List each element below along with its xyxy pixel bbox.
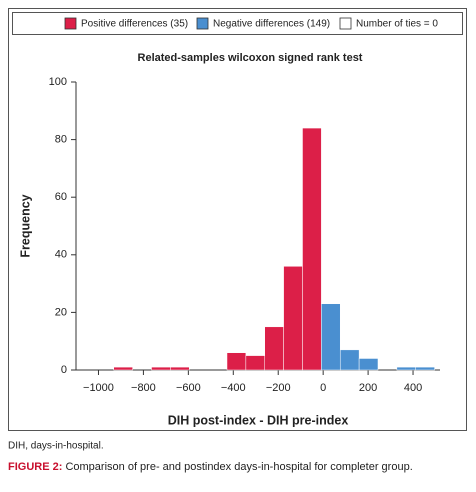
bar bbox=[302, 127, 322, 371]
legend-swatch bbox=[339, 17, 352, 30]
bar bbox=[264, 326, 284, 371]
y-tick-label: 0 bbox=[61, 364, 67, 376]
x-axis-label: DIH post-index - DIH pre-index bbox=[168, 413, 349, 427]
caption-label: FIGURE 2: bbox=[8, 461, 62, 473]
legend-label: Positive differences (35) bbox=[81, 19, 188, 30]
x-tick-label: 200 bbox=[359, 382, 377, 394]
x-tick-label: 0 bbox=[320, 382, 326, 394]
caption-note: DIH, days-in-hospital. bbox=[8, 441, 104, 452]
legend-border bbox=[12, 12, 463, 35]
x-tick-label: −800 bbox=[131, 382, 156, 394]
bar bbox=[170, 366, 190, 371]
bar bbox=[226, 352, 247, 371]
y-tick-label: 20 bbox=[55, 306, 67, 318]
legend-swatch bbox=[196, 17, 209, 30]
y-tick-label: 80 bbox=[55, 134, 67, 146]
y-axis-label: Frequency bbox=[18, 194, 32, 257]
legend-label: Number of ties = 0 bbox=[356, 19, 438, 30]
x-tick-label: −1000 bbox=[83, 382, 114, 394]
x-tick-label: 400 bbox=[404, 382, 422, 394]
legend-label: Negative differences (149) bbox=[213, 19, 330, 30]
bar bbox=[396, 366, 416, 371]
y-tick-label: 60 bbox=[55, 191, 67, 203]
x-tick-label: −600 bbox=[176, 382, 201, 394]
y-tick-label: 100 bbox=[49, 76, 67, 88]
chart-title: Related-samples wilcoxon signed rank tes… bbox=[138, 52, 363, 64]
caption: FIGURE 2: Comparison of pre- and postind… bbox=[8, 461, 413, 473]
legend-swatch bbox=[64, 17, 77, 30]
bar bbox=[283, 266, 303, 371]
x-tick-label: −400 bbox=[221, 382, 246, 394]
bar bbox=[339, 349, 360, 371]
bar bbox=[245, 355, 265, 371]
bar bbox=[321, 303, 341, 371]
bar bbox=[358, 358, 379, 371]
bar bbox=[151, 366, 171, 371]
x-tick-label: −200 bbox=[266, 382, 291, 394]
figure-border bbox=[8, 8, 467, 431]
y-tick-label: 40 bbox=[55, 249, 67, 261]
bar bbox=[113, 366, 133, 371]
caption-text: Comparison of pre- and postindex days-in… bbox=[62, 461, 412, 473]
bar bbox=[415, 366, 435, 371]
